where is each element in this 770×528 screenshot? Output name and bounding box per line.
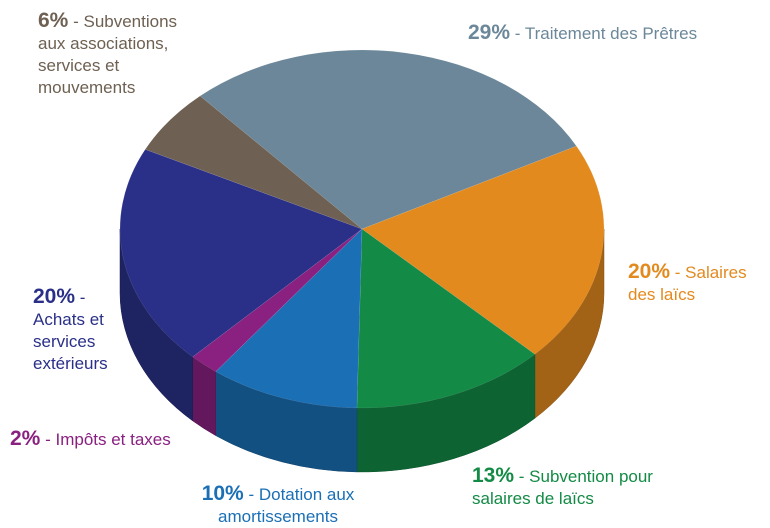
slice-label: 2% - Impôts et taxes [10,428,240,451]
category-label: - Dotation aux amortissements [218,485,355,526]
percent-label: 20% [33,285,76,308]
slice-side [119,228,193,422]
percent-label: 2% [10,427,41,450]
slice-label: 6% - Subventions aux associations, servi… [38,10,203,99]
category-label: - Impôts et taxes [45,430,171,449]
category-label: - Salaires des laïcs [628,263,747,304]
slice [356,228,536,409]
slice [199,49,577,230]
slice [119,149,363,358]
slice-label: 29% - Traitement des Prêtres [468,22,768,45]
slice-label: 10% - Dotation aux amortissements [178,483,378,528]
slice [215,228,363,409]
percent-label: 13% [472,464,515,487]
slice [192,228,363,372]
percent-label: 6% [38,9,69,32]
category-label: - Subvention pour salaires de laïcs [472,467,653,508]
percent-label: 20% [628,260,671,283]
category-label: - Traitement des Prêtres [514,24,698,43]
percent-label: 29% [468,21,511,44]
slice [144,95,363,230]
slice-label: 20% - Achats et services extérieurs [33,286,133,375]
slice [361,145,605,355]
slice-label: 13% - Subvention pour salaires de laïcs [472,465,672,510]
slice-label: 20% - Salaires des laïcs [628,261,768,306]
category-label: - Achats et services extérieurs [33,288,108,373]
category-label: - Subventions aux associations, services… [38,12,178,97]
percent-label: 10% [201,482,244,505]
